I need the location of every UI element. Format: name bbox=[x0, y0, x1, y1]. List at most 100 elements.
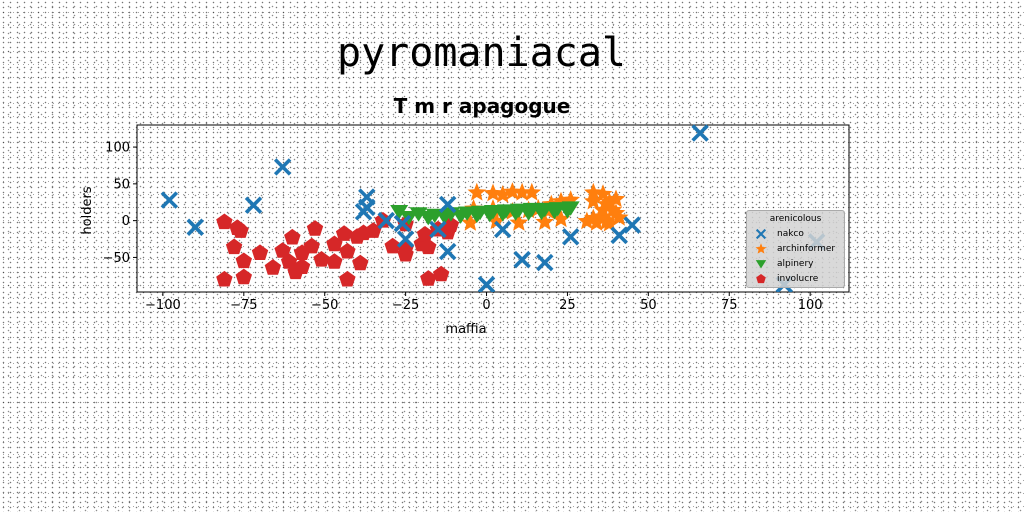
data-point bbox=[435, 210, 454, 225]
data-point bbox=[326, 253, 343, 269]
data-point bbox=[558, 204, 577, 219]
data-point bbox=[326, 235, 343, 252]
y-axis: 100 50 0 −50 bbox=[103, 141, 137, 266]
data-point bbox=[603, 200, 623, 219]
x-axis: −100 −75 −50 −25 0 25 50 75 100 bbox=[145, 292, 823, 313]
data-point bbox=[335, 225, 353, 241]
x-axis-label: maffia bbox=[445, 322, 486, 337]
data-point bbox=[284, 228, 301, 245]
data-point bbox=[509, 213, 529, 231]
data-point bbox=[532, 205, 551, 221]
data-point bbox=[244, 196, 263, 214]
data-point bbox=[419, 210, 438, 226]
data-point bbox=[438, 195, 457, 214]
data-point bbox=[467, 182, 487, 201]
legend-marker bbox=[755, 243, 767, 254]
legend-label: alpinery bbox=[777, 259, 814, 269]
triangle-marker-icon bbox=[755, 260, 767, 269]
pentagon-marker-icon bbox=[756, 274, 766, 284]
data-point bbox=[480, 208, 499, 223]
data-points bbox=[160, 124, 826, 292]
chart-title: T m r apagogue bbox=[393, 94, 571, 118]
data-point bbox=[420, 270, 437, 286]
data-point bbox=[339, 242, 356, 259]
data-point bbox=[251, 244, 269, 260]
data-point bbox=[393, 214, 412, 233]
x-tick-label: −25 bbox=[392, 298, 419, 313]
data-point bbox=[235, 268, 252, 285]
legend-label: archinformer bbox=[777, 244, 836, 254]
data-point bbox=[186, 218, 204, 236]
data-point bbox=[600, 213, 619, 232]
data-point bbox=[486, 211, 506, 230]
data-point bbox=[513, 250, 531, 269]
x-tick-label: −100 bbox=[145, 298, 181, 313]
x-tick-label: 0 bbox=[482, 298, 490, 313]
data-point bbox=[493, 220, 512, 239]
data-point bbox=[429, 220, 447, 239]
data-point bbox=[561, 228, 580, 246]
data-point bbox=[610, 226, 628, 245]
data-point bbox=[606, 189, 626, 208]
y-tick-label: −50 bbox=[103, 251, 130, 266]
x-marker-icon bbox=[755, 228, 767, 240]
legend-label: nakco bbox=[777, 229, 804, 239]
x-tick-label: 75 bbox=[721, 298, 738, 313]
series-archinformer bbox=[461, 182, 629, 232]
legend-marker bbox=[756, 274, 766, 284]
y-tick-label: 50 bbox=[113, 177, 130, 192]
data-point bbox=[593, 184, 613, 203]
data-point bbox=[600, 192, 619, 211]
x-tick-label: −50 bbox=[311, 298, 338, 313]
data-point bbox=[264, 259, 282, 275]
data-point bbox=[303, 237, 320, 254]
data-point bbox=[377, 211, 395, 230]
data-point bbox=[545, 205, 564, 220]
figure-suptitle: pyromaniacal bbox=[337, 30, 626, 76]
data-point bbox=[623, 216, 641, 234]
series-involucre bbox=[216, 212, 460, 287]
data-point bbox=[691, 124, 709, 142]
data-point bbox=[293, 258, 311, 274]
data-point bbox=[593, 200, 613, 219]
data-point bbox=[519, 206, 538, 221]
data-point bbox=[506, 206, 525, 221]
y-axis-label: holders bbox=[80, 186, 95, 234]
data-point bbox=[232, 222, 249, 238]
legend-marker bbox=[755, 228, 767, 240]
x-tick-label: −75 bbox=[230, 298, 257, 313]
data-point bbox=[503, 182, 522, 200]
data-point bbox=[587, 213, 606, 231]
data-point bbox=[365, 222, 382, 238]
data-point bbox=[216, 270, 233, 287]
data-point bbox=[536, 253, 554, 272]
data-point bbox=[273, 158, 292, 176]
data-point bbox=[577, 211, 597, 230]
data-point bbox=[339, 270, 356, 287]
data-point bbox=[352, 254, 369, 271]
data-point bbox=[493, 185, 513, 203]
data-point bbox=[160, 191, 179, 209]
data-point bbox=[235, 252, 252, 269]
data-point bbox=[274, 242, 291, 258]
x-tick-label: 25 bbox=[559, 298, 576, 313]
data-point bbox=[354, 203, 373, 221]
data-point bbox=[467, 208, 486, 224]
data-point bbox=[313, 251, 330, 267]
y-tick-label: 0 bbox=[122, 214, 130, 229]
data-point bbox=[433, 265, 450, 282]
legend: arenicolous nakco archinformer alpinery … bbox=[746, 210, 845, 288]
data-point bbox=[551, 209, 571, 228]
data-point bbox=[477, 275, 496, 292]
series-alpinery bbox=[390, 201, 580, 226]
data-point bbox=[493, 207, 512, 222]
legend-title: arenicolous bbox=[769, 214, 822, 224]
data-point bbox=[522, 182, 542, 201]
x-tick-label: 50 bbox=[640, 298, 657, 313]
data-point bbox=[451, 209, 470, 224]
data-point bbox=[397, 245, 414, 262]
data-point bbox=[512, 182, 532, 201]
data-point bbox=[438, 242, 457, 261]
legend-label: involucre bbox=[777, 274, 819, 284]
